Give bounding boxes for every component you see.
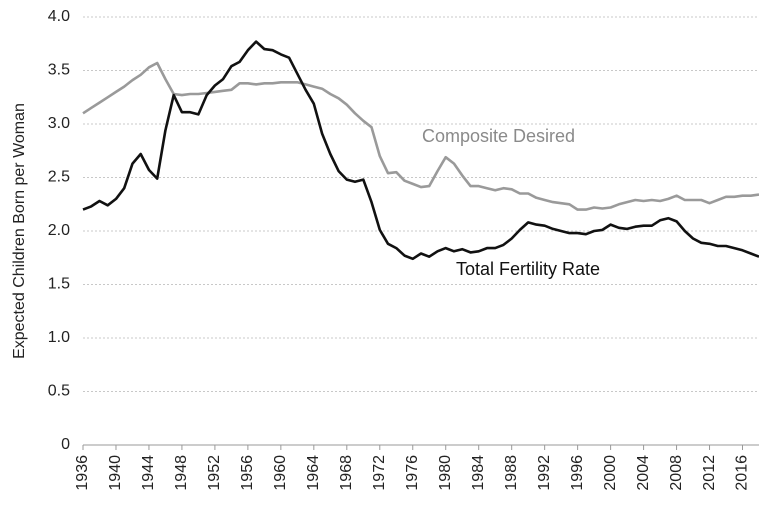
x-tick-label: 1972 xyxy=(371,455,388,491)
x-tick-label: 2000 xyxy=(602,455,619,491)
x-tick-label: 1952 xyxy=(206,455,223,491)
x-tick-label: 1976 xyxy=(404,455,421,491)
x-tick-label: 1992 xyxy=(536,455,553,491)
line-series xyxy=(82,40,759,261)
x-tick-label: 1948 xyxy=(173,455,190,491)
y-axis-label: Expected Children Born per Woman xyxy=(11,103,28,359)
x-tick-label: 1936 xyxy=(74,455,91,491)
y-tick-label: 1.0 xyxy=(48,329,70,346)
y-tick-label: 0 xyxy=(61,436,70,453)
y-tick-label: 2.0 xyxy=(48,222,70,239)
x-tick-label: 1944 xyxy=(140,455,157,491)
x-tick-label: 1996 xyxy=(569,455,586,491)
y-tick-label: 0.5 xyxy=(48,383,70,400)
y-tick-label: 3.0 xyxy=(48,115,70,132)
x-tick-label: 1964 xyxy=(305,455,322,491)
x-tick-label: 1988 xyxy=(503,455,520,491)
x-tick-label: 1968 xyxy=(338,455,355,491)
y-tick-label: 2.5 xyxy=(48,169,70,186)
series-label: Total Fertility Rate xyxy=(456,259,600,279)
x-tick-label: 1956 xyxy=(239,455,256,491)
x-tick-label: 1960 xyxy=(272,455,289,491)
x-tick-label: 2012 xyxy=(701,455,718,491)
y-tick-label: 1.5 xyxy=(48,276,70,293)
x-tick-label: 2004 xyxy=(635,455,652,491)
x-tick-label: 2016 xyxy=(734,455,751,491)
line-series xyxy=(82,61,759,211)
y-tick-label: 4.0 xyxy=(48,8,70,25)
y-tick-label: 3.5 xyxy=(48,62,70,79)
series-label: Composite Desired xyxy=(422,126,575,146)
x-tick-label: 1980 xyxy=(437,455,454,491)
x-tick-label: 2008 xyxy=(668,455,685,491)
x-tick-label: 1940 xyxy=(107,455,124,491)
x-tick-label: 1984 xyxy=(470,455,487,491)
